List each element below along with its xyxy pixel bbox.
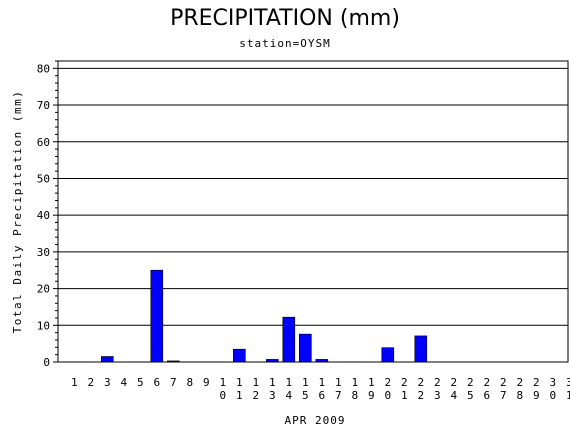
y-tick-label: 10 bbox=[37, 319, 50, 332]
bar-day-3 bbox=[101, 356, 114, 363]
y-tick-label: 70 bbox=[37, 99, 50, 112]
y-tick-label: 60 bbox=[37, 136, 50, 149]
x-tick-label: 8 bbox=[186, 376, 193, 389]
x-tick-label: 4 bbox=[120, 376, 127, 389]
y-tick-label: 80 bbox=[37, 62, 50, 75]
chart-subtitle: station=OYSM bbox=[239, 37, 331, 50]
x-tick-label: 3 bbox=[104, 376, 111, 389]
bars bbox=[101, 269, 428, 363]
bar-day-6 bbox=[150, 269, 164, 363]
y-tick-label: 0 bbox=[43, 356, 50, 369]
x-tick-label: 6 bbox=[153, 376, 160, 389]
x-tick-label: 1 bbox=[71, 376, 78, 389]
y-axis-label: Total Daily Precipitation (mm) bbox=[11, 90, 24, 334]
y-tick-label: 40 bbox=[37, 209, 50, 222]
x-axis-label: APR 2009 bbox=[285, 414, 346, 427]
bar-day-22 bbox=[414, 335, 428, 363]
bar-day-20 bbox=[381, 347, 395, 363]
y-tick-label: 30 bbox=[37, 246, 50, 259]
x-axis-ticks: 1 2 3 4 5 6 7 8 9 1 01 11 21 31 41 51 61 71 81 92 02 12 22 32 42… bbox=[71, 376, 570, 402]
bar-day-15 bbox=[298, 333, 312, 363]
plot-frame bbox=[57, 60, 569, 363]
y-tick-label: 20 bbox=[37, 283, 50, 296]
x-tick-label: 5 bbox=[137, 376, 144, 389]
y-tick-label: 50 bbox=[37, 172, 50, 185]
bar-day-11 bbox=[233, 348, 246, 363]
y-axis-ticks: 0 10 20 30 40 50 60 70 80 bbox=[37, 60, 58, 369]
bar-day-14 bbox=[282, 316, 296, 363]
x-tick-label: 7 bbox=[170, 376, 177, 389]
x-tick-label: 2 bbox=[87, 376, 94, 389]
x-tick-label: 9 bbox=[203, 376, 210, 389]
grid-lines bbox=[58, 67, 568, 326]
chart-title: PRECIPITATION (mm) bbox=[170, 6, 400, 31]
